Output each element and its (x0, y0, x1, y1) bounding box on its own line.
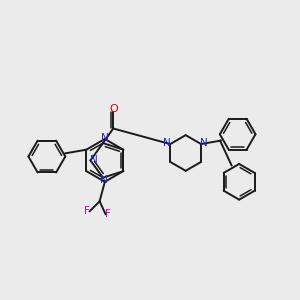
Text: N: N (200, 139, 208, 148)
Text: O: O (110, 104, 118, 114)
Text: N: N (101, 133, 109, 142)
Text: F: F (84, 206, 90, 216)
Text: F: F (105, 209, 111, 219)
Text: N: N (89, 155, 97, 165)
Text: N: N (100, 175, 108, 185)
Text: N: N (164, 139, 171, 148)
